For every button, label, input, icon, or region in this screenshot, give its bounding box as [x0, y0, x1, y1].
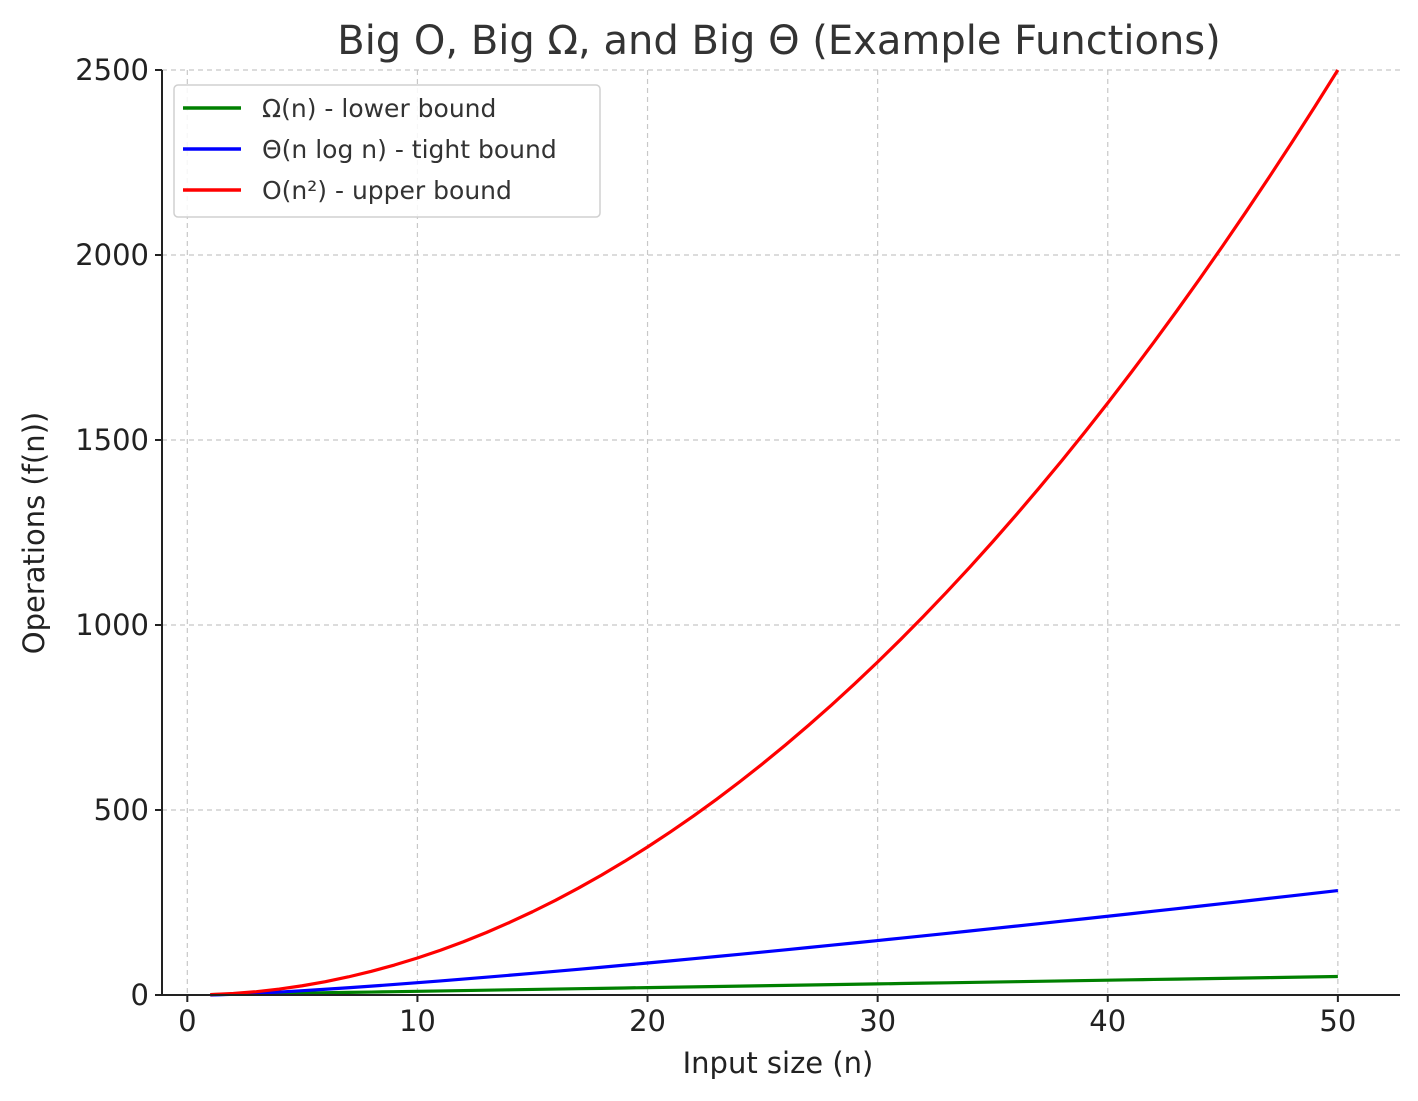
x-tick-label: 40	[1089, 1004, 1126, 1038]
x-tick-label: 50	[1319, 1004, 1356, 1038]
legend-item-theta: Θ(n log n) - tight bound	[183, 135, 557, 164]
y-tick-label: 0	[131, 978, 149, 1012]
y-tick-label: 500	[94, 793, 149, 827]
legend-box	[173, 84, 601, 218]
x-axis-label: Input size (n)	[683, 1046, 874, 1080]
y-axis-label: Operations (f(n))	[17, 412, 51, 655]
grid	[162, 69, 1400, 996]
chart-title: Big O, Big Ω, and Big Θ (Example Functio…	[337, 18, 1221, 64]
legend-label: O(n²) - upper bound	[262, 176, 512, 205]
x-tick-label: 20	[629, 1004, 666, 1038]
series-line-omega	[210, 974, 1338, 997]
x-tick-label: 10	[399, 1004, 436, 1038]
x-tick-label: 0	[178, 1004, 196, 1038]
legend-label: Θ(n log n) - tight bound	[262, 135, 557, 164]
legend: Ω(n) - lower bound Θ(n log n) - tight bou…	[173, 84, 601, 218]
y-tick-label: 1500	[75, 423, 149, 457]
y-tick-label: 2000	[75, 238, 149, 272]
series-line-theta	[210, 889, 1339, 997]
series-line-big-o	[210, 69, 1340, 997]
legend-item-big-o: O(n²) - upper bound	[183, 176, 512, 205]
x-tick-label: 30	[859, 1004, 896, 1038]
y-tick-label: 2500	[75, 53, 149, 87]
legend-label: Ω(n) - lower bound	[262, 94, 496, 123]
legend-item-omega: Ω(n) - lower bound	[183, 94, 496, 123]
y-tick-label: 1000	[75, 608, 149, 642]
axes	[161, 70, 1400, 996]
series-lines	[210, 69, 1340, 997]
